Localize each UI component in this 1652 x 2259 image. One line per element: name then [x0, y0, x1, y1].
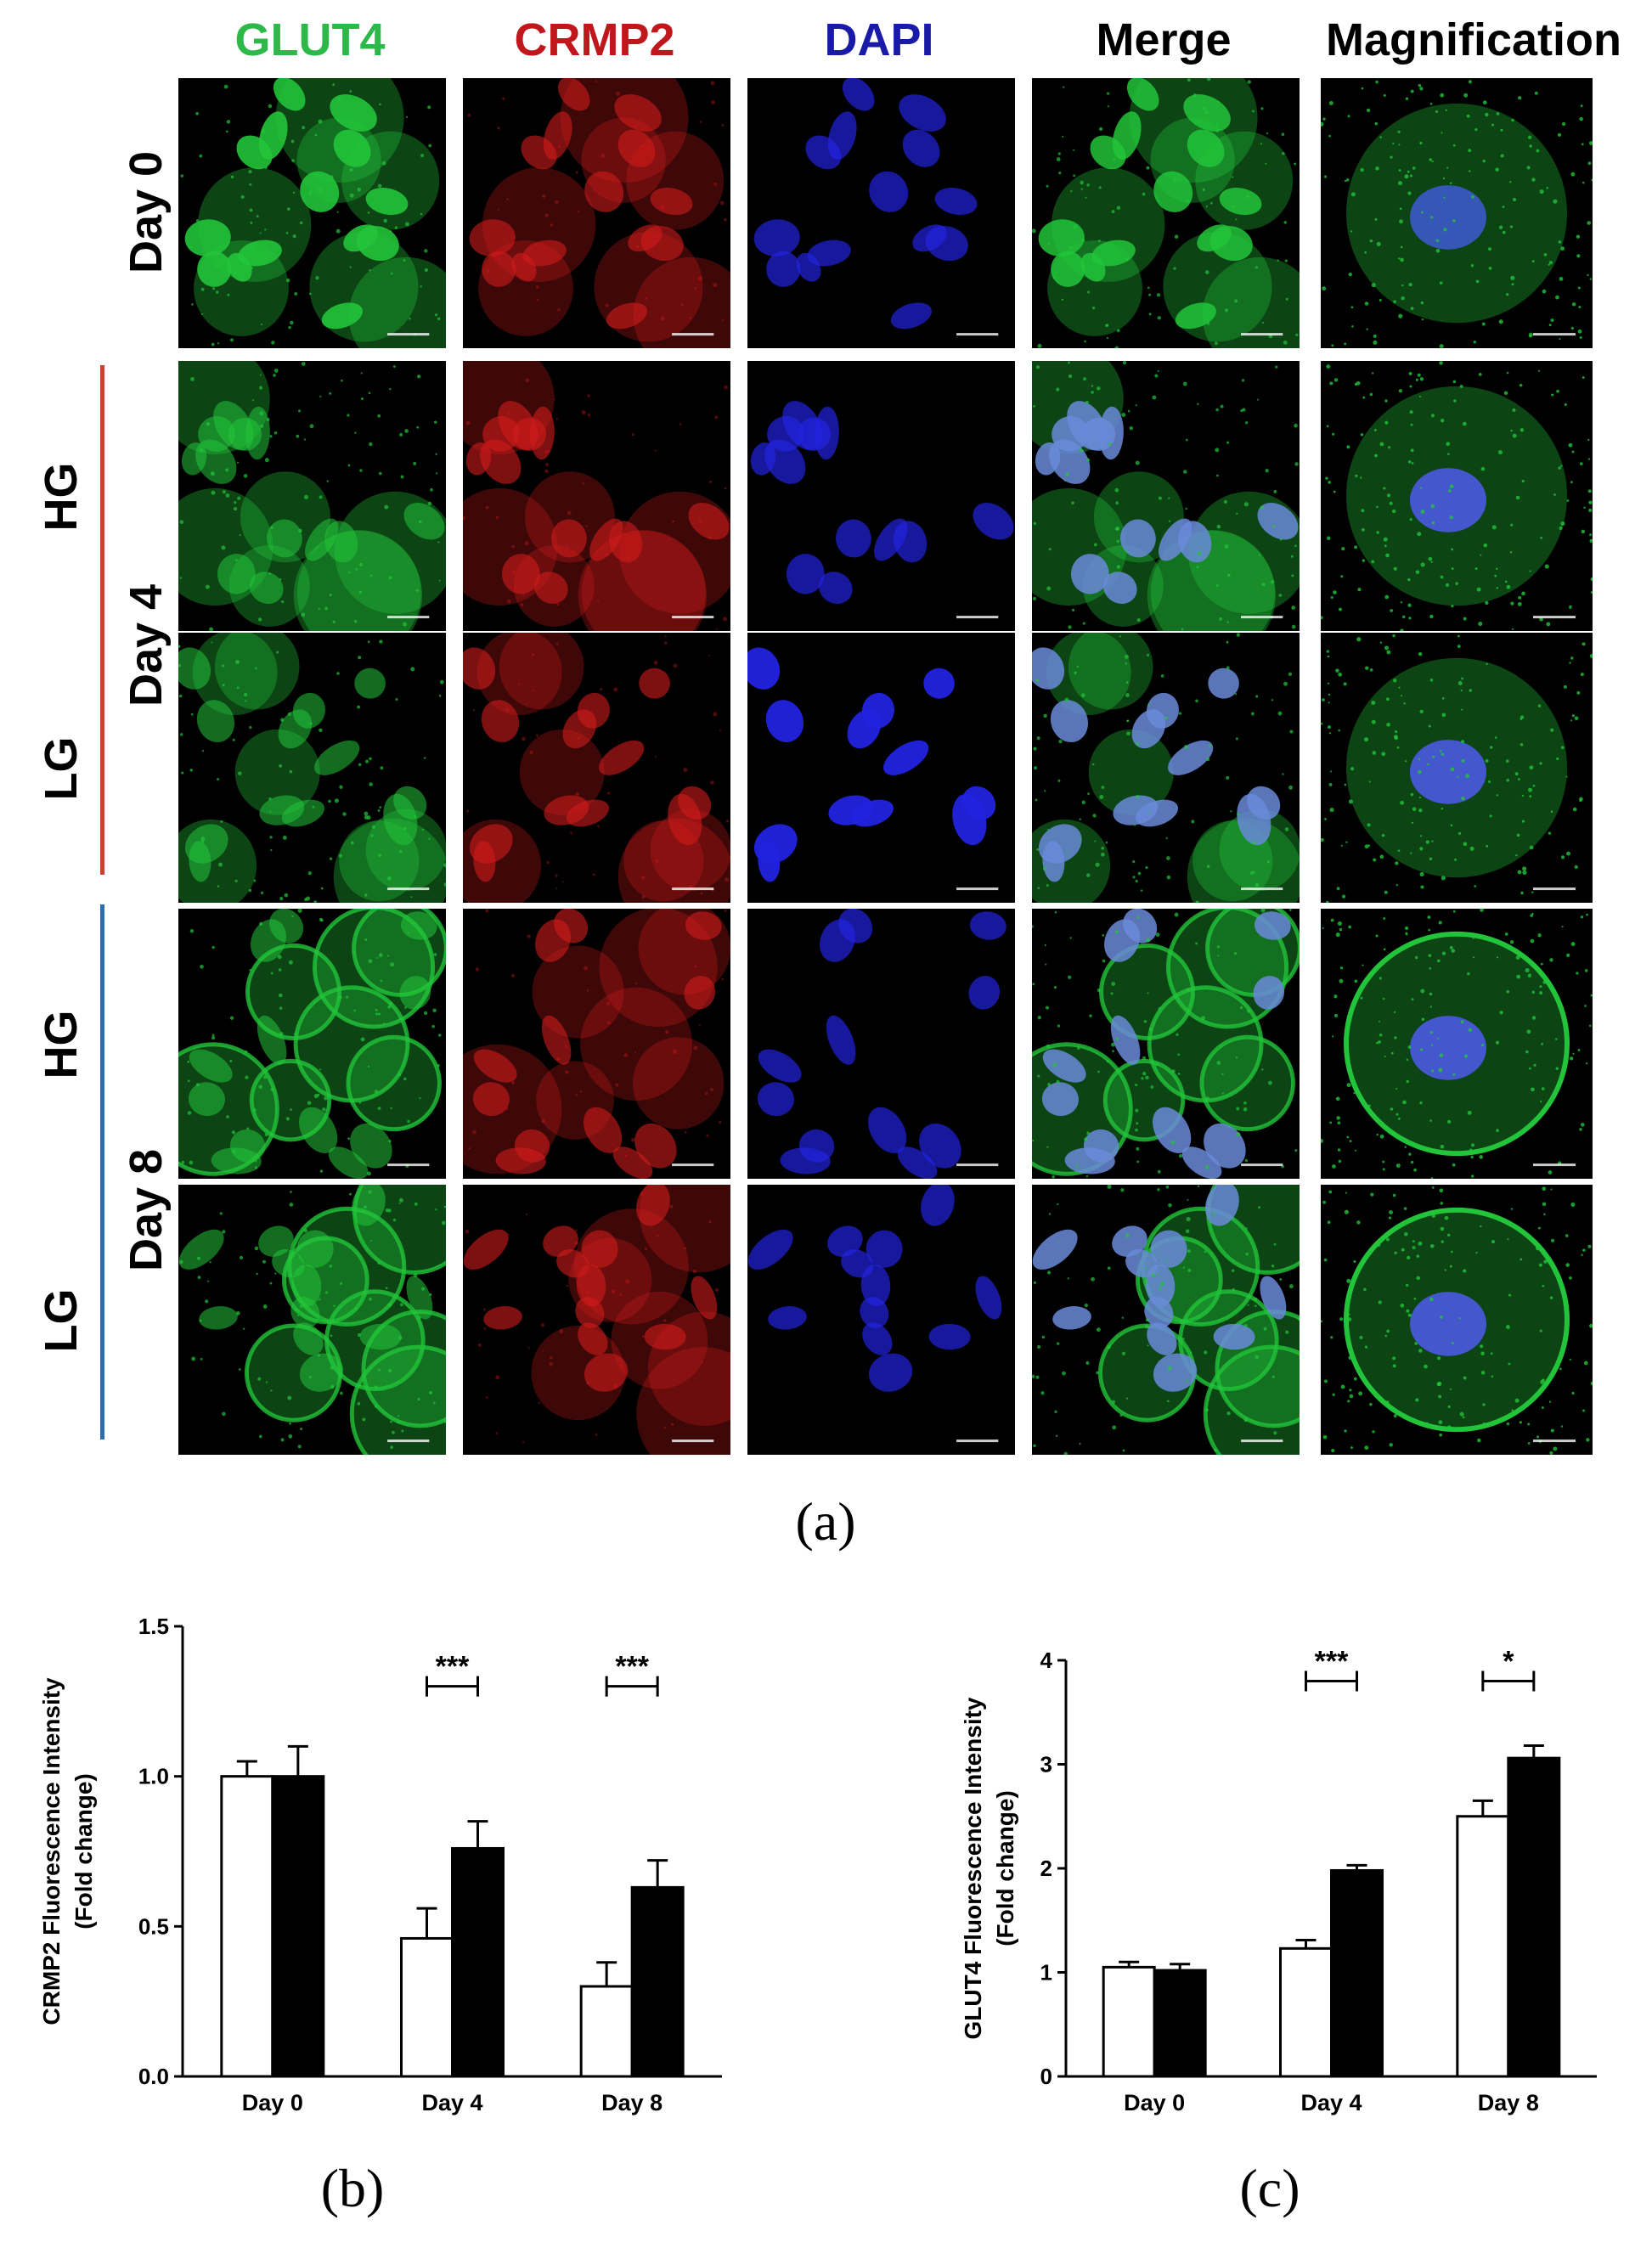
- x-tick-label: Day 4: [1300, 2090, 1362, 2115]
- y-tick-label: 0.5: [138, 1913, 169, 1939]
- panel-label-c: (c): [1239, 2158, 1300, 2218]
- panel-label-b: (b): [320, 2158, 385, 2218]
- micrograph-dapi-row-2: [747, 361, 1015, 631]
- y-tick-label: 1.5: [138, 1614, 169, 1639]
- significance-marker: ***: [1315, 1646, 1349, 1678]
- y-tick-label: 3: [1040, 1752, 1052, 1777]
- micrograph-merge-row-2: [1032, 361, 1300, 631]
- y-tick-label: 0: [1040, 2064, 1052, 2089]
- micrograph-glut4-row-5: [178, 1185, 446, 1455]
- bar: [630, 1885, 685, 2078]
- y-axis-label: CRMP2 Fluorescence Intensity: [38, 1677, 65, 2025]
- micrograph-crmp2-row-2: [463, 361, 730, 631]
- micrograph-dapi-row-3: [747, 633, 1015, 903]
- x-tick-label: Day 8: [1478, 2090, 1539, 2115]
- bar: [451, 1846, 505, 2078]
- micrograph-glut4-row-1: [178, 78, 446, 348]
- bar: [1279, 1946, 1333, 2078]
- chart-crmp2: 0.0 0.5 1.0 1.5 CRMP2 Fluorescence Intensity…: [0, 1580, 798, 2123]
- micrograph-magnification-row-4: [1321, 909, 1593, 1179]
- y-axis-label: GLUT4 Fluorescence Intensity: [960, 1697, 986, 2039]
- row-label-day8-lg: LG: [36, 1288, 87, 1353]
- row-label-day8-hg: HG: [36, 1010, 87, 1079]
- bar: [400, 1936, 454, 2078]
- micrograph-merge-row-1: [1032, 78, 1300, 348]
- micrograph-dapi-row-4: [747, 909, 1015, 1179]
- row-label-day-8: Day 8: [121, 1148, 172, 1272]
- micrograph-crmp2-row-5: [463, 1185, 730, 1455]
- micrograph-glut4-row-3: [178, 633, 446, 903]
- y-tick-label: 0.0: [138, 2064, 169, 2089]
- day-4-group-line: [100, 365, 104, 875]
- micrograph-merge-row-5: [1032, 1185, 1300, 1455]
- y-axis-label: (Fold change): [70, 1773, 97, 1929]
- y-tick-label: 1: [1040, 1960, 1052, 1986]
- x-tick-label: Day 4: [421, 2090, 482, 2115]
- micrograph-panel: GLUT4 CRMP2 DAPI Merge Magnification Day…: [36, 14, 1621, 1552]
- row-label-day4-hg: HG: [36, 462, 87, 532]
- significance-marker: *: [1503, 1646, 1514, 1678]
- column-header-magnification: Magnification: [1326, 14, 1621, 65]
- bar: [271, 1775, 325, 2078]
- micrograph-dapi-row-5: [747, 1185, 1015, 1455]
- row-label-day4-lg: LG: [36, 736, 87, 801]
- chart-crmp2-svg: 0.0 0.5 1.0 1.5 CRMP2 Fluorescence Intensity…: [38, 1614, 722, 2115]
- day-8-group-line: [100, 904, 104, 1439]
- column-header-dapi: DAPI: [824, 14, 934, 65]
- chart-glut4: 0 1 2 3 4 GLUT4 Fluorescence Intensity (Fold c…: [849, 1580, 1639, 2123]
- micrograph-crmp2-row-3: [463, 633, 730, 903]
- micrograph-crmp2-row-4: [463, 909, 730, 1179]
- chart-glut4-svg: 0 1 2 3 4 GLUT4 Fluorescence Intensity (Fold c…: [960, 1646, 1597, 2115]
- x-tick-label: Day 0: [242, 2090, 303, 2115]
- micrograph-crmp2-row-1: [463, 78, 730, 348]
- row-label-day-0: Day 0: [121, 150, 172, 274]
- micrograph-dapi-row-1: [747, 78, 1015, 348]
- micrograph-merge-row-3: [1032, 633, 1300, 903]
- bar: [1330, 1868, 1384, 2078]
- micrograph-glut4-row-4: [178, 909, 446, 1179]
- micrograph-magnification-row-5: [1321, 1185, 1593, 1455]
- row-label-day-4: Day 4: [121, 583, 172, 707]
- significance-marker: ***: [615, 1651, 649, 1683]
- column-header-glut4: GLUT4: [234, 14, 386, 65]
- column-header-merge: Merge: [1096, 14, 1232, 65]
- bar: [220, 1775, 274, 2078]
- x-tick-label: Day 8: [601, 2090, 662, 2115]
- bar: [579, 1985, 634, 2078]
- significance-marker: ***: [436, 1651, 470, 1683]
- bar: [1507, 1756, 1561, 2078]
- x-tick-label: Day 0: [1124, 2090, 1185, 2115]
- micrograph-magnification-row-1: [1321, 78, 1593, 348]
- bar: [1102, 1965, 1156, 2078]
- y-axis-label: (Fold change): [992, 1790, 1018, 1946]
- bar: [1153, 1969, 1207, 2078]
- y-tick-label: 1.0: [138, 1764, 169, 1789]
- micrograph-glut4-row-2: [178, 361, 446, 631]
- micrograph-merge-row-4: [1032, 909, 1300, 1179]
- micrograph-magnification-row-2: [1321, 361, 1593, 631]
- panel-label-a: (a): [795, 1491, 856, 1552]
- column-header-crmp2: CRMP2: [514, 14, 675, 65]
- bar: [1456, 1815, 1510, 2078]
- micrograph-magnification-row-3: [1321, 633, 1593, 903]
- y-tick-label: 2: [1040, 1856, 1052, 1881]
- y-tick-label: 4: [1040, 1648, 1053, 1673]
